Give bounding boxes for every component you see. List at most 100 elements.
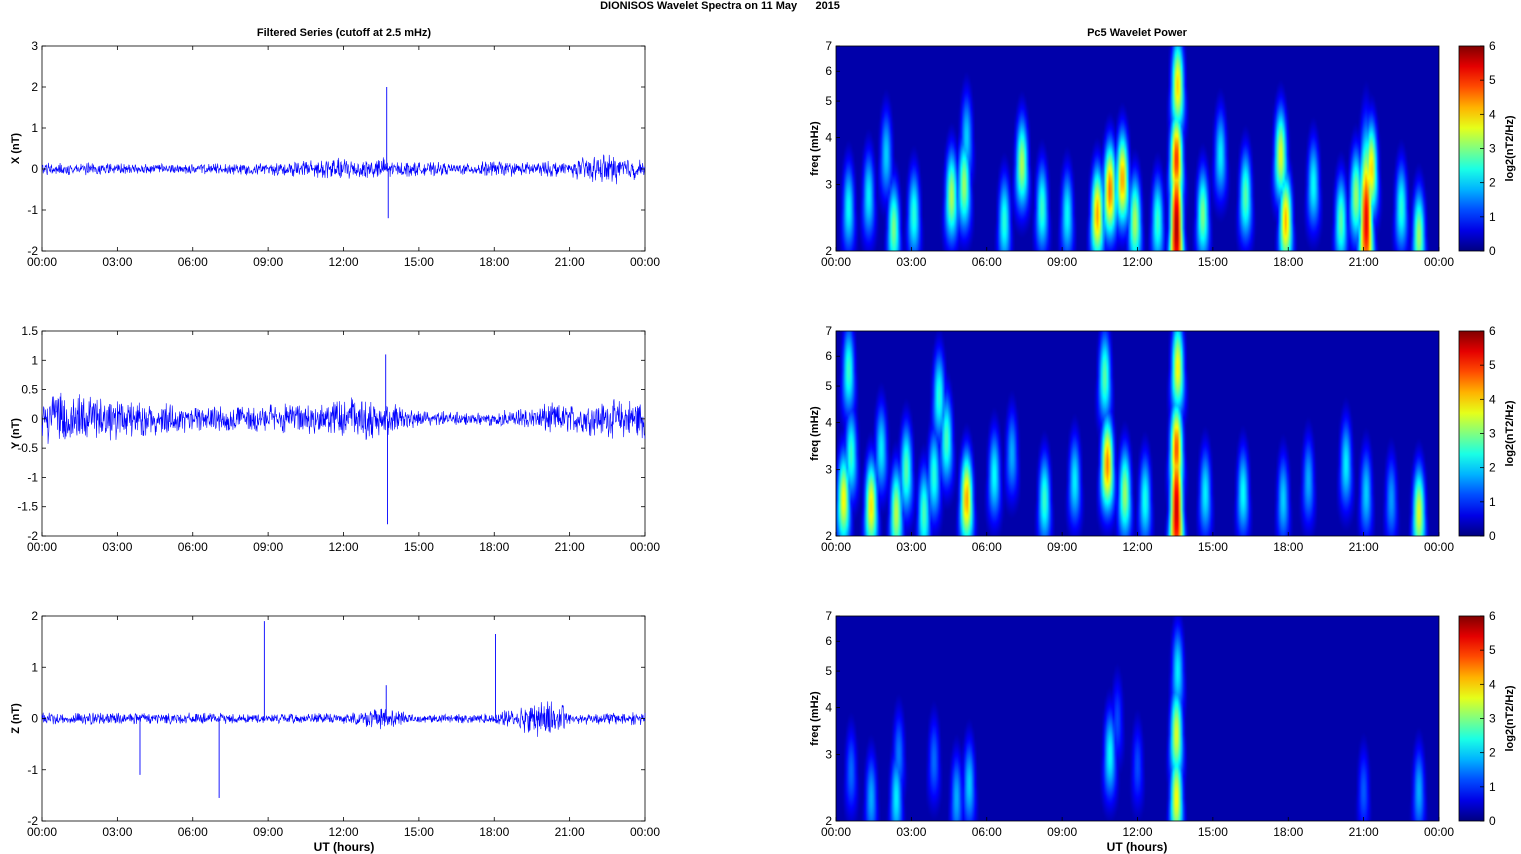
plot-frame	[41, 330, 646, 537]
y-tick-label: 4	[825, 131, 832, 145]
x-tick-label: 15:00	[404, 255, 434, 269]
colorbar-tick-label: 1	[1489, 495, 1496, 509]
colorbar-tick-label: 1	[1489, 210, 1496, 224]
x-tick-label: 18:00	[479, 540, 509, 554]
x-tick-label: 18:00	[1273, 540, 1303, 554]
x-tick-label: 18:00	[479, 255, 509, 269]
x-tick-label: 15:00	[1198, 540, 1228, 554]
x-tick-label: 03:00	[102, 825, 132, 839]
colorbar-tick-label: 1	[1489, 780, 1496, 794]
y-axis-label: X (nT)	[10, 133, 22, 164]
y-tick-label: 7	[825, 609, 832, 623]
y-tick-label: -1	[27, 203, 38, 217]
x-tick-label: 06:00	[972, 825, 1002, 839]
x-tick-label: 21:00	[1349, 825, 1379, 839]
colorbar-tick-label: 2	[1489, 461, 1496, 475]
y-tick-label: 5	[825, 94, 832, 108]
x-tick-label: 21:00	[555, 255, 585, 269]
x-tick-label: 12:00	[1122, 540, 1152, 554]
x-tick-label: 00:00	[821, 255, 851, 269]
timeseries-panel-y: 1.510.50-0.5-1-1.5-200:00 03:00 06:00 09:00…	[10, 324, 660, 554]
colorbar-tick-label: 3	[1489, 712, 1496, 726]
y-tick-label: 1.5	[21, 324, 38, 338]
wavelet-power-image	[836, 46, 1439, 251]
colorbar-tick-label: 3	[1489, 427, 1496, 441]
colorbar-tick-label: 3	[1489, 142, 1496, 156]
x-tick-label: 00:00	[630, 255, 660, 269]
colorbar-tick-label: 5	[1489, 73, 1496, 87]
y-tick-label: 7	[825, 39, 832, 53]
x-tick-label: 09:00	[253, 255, 283, 269]
y-tick-label: 6	[825, 349, 832, 363]
x-tick-label: 15:00	[1198, 825, 1228, 839]
y-tick-label: 2	[825, 814, 832, 828]
y-tick-label: 2	[825, 529, 832, 543]
x-tick-label: 15:00	[1198, 255, 1228, 269]
right-column-title: Pc5 Wavelet Power	[1087, 27, 1188, 39]
x-tick-label: 03:00	[102, 255, 132, 269]
series-line-z	[41, 701, 646, 737]
plot-frame	[41, 45, 646, 252]
x-tick-label: 06:00	[178, 825, 208, 839]
colorbar-tick-label: 6	[1489, 324, 1496, 338]
y-tick-label: 0.5	[21, 383, 38, 397]
x-tick-label: 09:00	[1047, 540, 1077, 554]
figure-title: DIONISOS Wavelet Spectra on 11 May 2015	[600, 0, 840, 12]
y-tick-label: 4	[825, 701, 832, 715]
y-axis-label: freq (mHz)	[809, 406, 821, 461]
series-line-x	[41, 154, 646, 185]
y-tick-label: -1	[27, 763, 38, 777]
y-tick-label: 2	[31, 80, 38, 94]
y-axis-label: Y (nT)	[10, 418, 22, 449]
colorbar-tick-label: 0	[1489, 814, 1496, 828]
y-tick-label: -2	[27, 244, 38, 258]
x-tick-label: 21:00	[555, 540, 585, 554]
colorbar-tick-label: 5	[1489, 643, 1496, 657]
wavelet-power-image	[836, 331, 1439, 536]
x-axis-label-right: UT (hours)	[1107, 840, 1168, 854]
y-tick-label: 4	[825, 416, 832, 430]
y-tick-label: 0	[31, 412, 38, 426]
x-tick-label: 00:00	[1424, 540, 1454, 554]
colorbar-tick-label: 0	[1489, 529, 1496, 543]
series-line-y	[41, 392, 646, 444]
x-tick-label: 09:00	[253, 540, 283, 554]
x-tick-label: 00:00	[27, 825, 57, 839]
colorbar-tick-label: 4	[1489, 107, 1496, 121]
x-tick-label: 21:00	[1349, 255, 1379, 269]
x-tick-label: 12:00	[328, 540, 358, 554]
y-tick-label: 6	[825, 634, 832, 648]
colorbar	[1458, 615, 1485, 822]
x-tick-label: 15:00	[404, 825, 434, 839]
y-tick-label: 2	[31, 609, 38, 623]
x-tick-label: 21:00	[1349, 540, 1379, 554]
y-tick-label: -1	[27, 470, 38, 484]
x-tick-label: 03:00	[102, 540, 132, 554]
x-tick-label: 03:00	[896, 255, 926, 269]
x-axis-label-left: UT (hours)	[314, 840, 375, 854]
colorbar-tick-label: 2	[1489, 746, 1496, 760]
y-axis-label: freq (mHz)	[809, 121, 821, 176]
x-tick-label: 00:00	[1424, 255, 1454, 269]
y-tick-label: 3	[31, 39, 38, 53]
x-tick-label: 00:00	[821, 540, 851, 554]
x-tick-label: 18:00	[1273, 825, 1303, 839]
x-tick-label: 06:00	[178, 255, 208, 269]
y-tick-label: 3	[825, 178, 832, 192]
x-tick-label: 06:00	[972, 255, 1002, 269]
x-tick-label: 00:00	[27, 255, 57, 269]
wavelet-power-image	[836, 616, 1439, 821]
colorbar-tick-label: 4	[1489, 392, 1496, 406]
y-tick-label: 0	[31, 712, 38, 726]
colorbar	[1458, 45, 1485, 252]
colorbar-label: log2(nT2/Hz)	[1504, 115, 1516, 181]
y-tick-label: 3	[825, 463, 832, 477]
x-tick-label: 00:00	[630, 540, 660, 554]
colorbar-tick-label: 6	[1489, 39, 1496, 53]
x-tick-label: 12:00	[1122, 255, 1152, 269]
